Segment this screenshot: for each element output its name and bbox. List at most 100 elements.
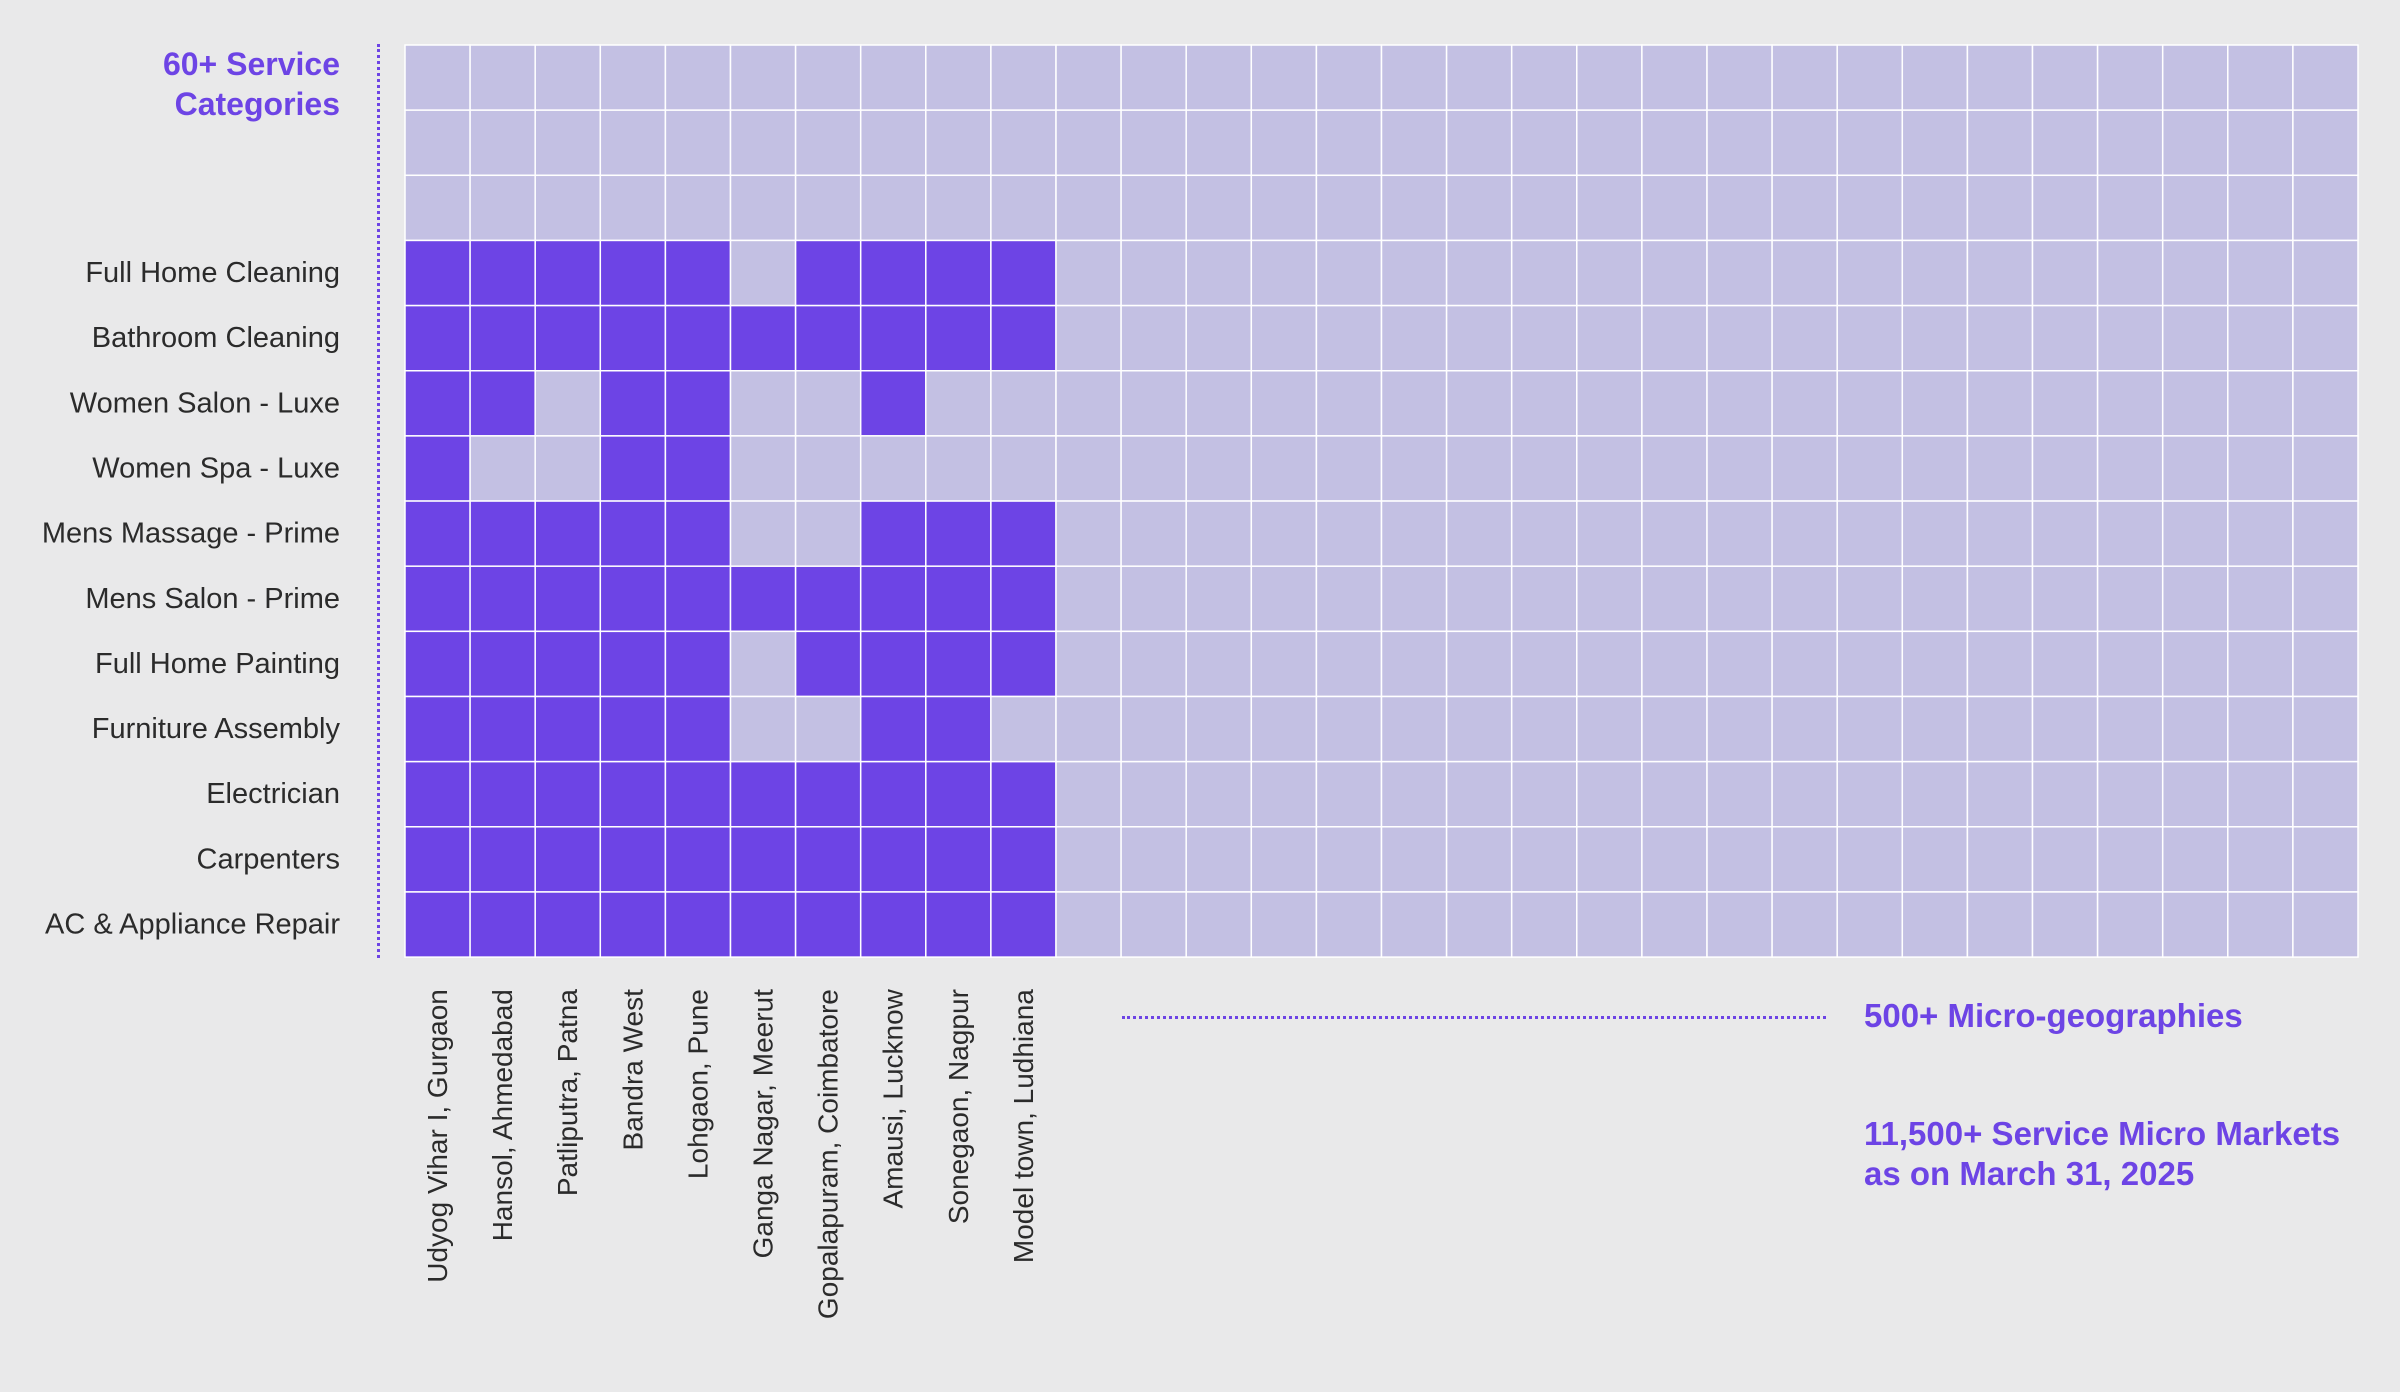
heatmap-cell — [2292, 44, 2359, 111]
heatmap-cell — [1380, 44, 1448, 111]
heatmap-cell — [1185, 435, 1253, 502]
heatmap-cell — [1055, 891, 1122, 958]
heatmap-cell — [1315, 891, 1383, 958]
heatmap-cell — [925, 500, 992, 567]
heatmap-cell — [1380, 826, 1448, 893]
heatmap-cell — [404, 760, 471, 828]
heatmap-cell — [1120, 174, 1187, 242]
heatmap-cell — [599, 370, 667, 437]
heatmap-cell — [794, 826, 862, 893]
heatmap-cell — [729, 500, 797, 567]
heatmap-cell — [1315, 370, 1383, 437]
heatmap-cell — [729, 760, 797, 828]
heatmap-cell — [990, 891, 1057, 958]
heatmap-cell — [2096, 630, 2164, 698]
heatmap-cell — [469, 174, 536, 242]
heatmap-cell — [664, 565, 732, 633]
heatmap-cell — [859, 500, 927, 567]
heatmap-cell — [599, 304, 667, 372]
heatmap-cell — [1966, 630, 2034, 698]
heatmap-cell — [1120, 109, 1187, 177]
heatmap-cell — [1836, 826, 1904, 893]
heatmap-cell — [1185, 500, 1253, 567]
geography-axis-dotted-line — [1122, 1016, 1826, 1019]
heatmap-cell — [1315, 565, 1383, 633]
heatmap-cell — [534, 304, 602, 372]
heatmap-cell — [990, 500, 1057, 567]
heatmap-cell — [1901, 891, 1969, 958]
micro-markets-label-line-1: 11,500+ Service Micro Markets — [1864, 1115, 2341, 1152]
heatmap-cell — [1510, 891, 1578, 958]
heatmap-cell — [1706, 630, 1773, 698]
heatmap-cell — [599, 500, 667, 567]
heatmap-cell — [1380, 370, 1448, 437]
heatmap-cell — [469, 500, 536, 567]
heatmap-cell — [1576, 565, 1643, 633]
heatmap-cell — [1315, 760, 1383, 828]
heatmap-cell — [1120, 304, 1187, 372]
heatmap-cell — [1901, 239, 1969, 307]
heatmap-cell — [1706, 760, 1773, 828]
heatmap-cell — [990, 630, 1057, 698]
heatmap-cell — [1445, 630, 1513, 698]
heatmap-cell — [1771, 565, 1838, 633]
heatmap-cell — [1706, 500, 1773, 567]
heatmap-cell — [1836, 760, 1904, 828]
heatmap-cell — [1966, 891, 2034, 958]
heatmap-cell — [1055, 44, 1122, 111]
heatmap-cell — [1966, 304, 2034, 372]
heatmap-cell — [1966, 826, 2034, 893]
heatmap-cell — [1315, 500, 1383, 567]
heatmap-cell — [990, 826, 1057, 893]
heatmap-cell — [1901, 630, 1969, 698]
heatmap-cell — [1706, 891, 1773, 958]
heatmap-cell — [404, 44, 471, 111]
heatmap-cell — [990, 174, 1057, 242]
heatmap-cell — [1966, 44, 2034, 111]
heatmap-cell — [2031, 630, 2099, 698]
row-label: Electrician — [206, 778, 340, 810]
heatmap-cell — [1380, 239, 1448, 307]
heatmap-cell — [794, 435, 862, 502]
heatmap-cell — [1966, 109, 2034, 177]
heatmap-cell — [664, 500, 732, 567]
heatmap-cell — [1380, 174, 1448, 242]
heatmap-cell — [1120, 695, 1187, 763]
heatmap-cell — [1836, 695, 1904, 763]
heatmap-cell — [794, 891, 862, 958]
heatmap-cell — [1380, 565, 1448, 633]
heatmap-cell — [1576, 891, 1643, 958]
heatmap-cell — [1120, 565, 1187, 633]
heatmap-cell — [925, 760, 992, 828]
category-axis-dotted-line — [377, 44, 380, 958]
heatmap-cell — [794, 760, 862, 828]
heatmap-cell — [794, 174, 862, 242]
heatmap-cell — [599, 826, 667, 893]
heatmap-cell — [1380, 304, 1448, 372]
heatmap-cell — [2292, 174, 2359, 242]
heatmap-cell — [2292, 304, 2359, 372]
heatmap-cell — [1576, 239, 1643, 307]
heatmap-cell — [2161, 370, 2229, 437]
heatmap-cell — [1771, 304, 1838, 372]
heatmap-cell — [469, 760, 536, 828]
heatmap-cell — [1185, 826, 1253, 893]
heatmap-cell — [1641, 435, 1708, 502]
heatmap-cell — [925, 304, 992, 372]
row-label: Mens Massage - Prime — [42, 518, 340, 550]
heatmap-cell — [925, 565, 992, 633]
heatmap-cell — [1055, 174, 1122, 242]
heatmap-cell — [2292, 760, 2359, 828]
heatmap-cell — [2161, 565, 2229, 633]
heatmap-cell — [2031, 565, 2099, 633]
heatmap-cell — [990, 239, 1057, 307]
heatmap-cell — [1576, 44, 1643, 111]
heatmap-cell — [1185, 760, 1253, 828]
heatmap-cell — [1771, 109, 1838, 177]
heatmap-cell — [1055, 565, 1122, 633]
heatmap-cell — [1315, 109, 1383, 177]
heatmap-cell — [1315, 44, 1383, 111]
heatmap-cell — [1706, 304, 1773, 372]
heatmap-cell — [1055, 435, 1122, 502]
heatmap-cell — [1706, 435, 1773, 502]
